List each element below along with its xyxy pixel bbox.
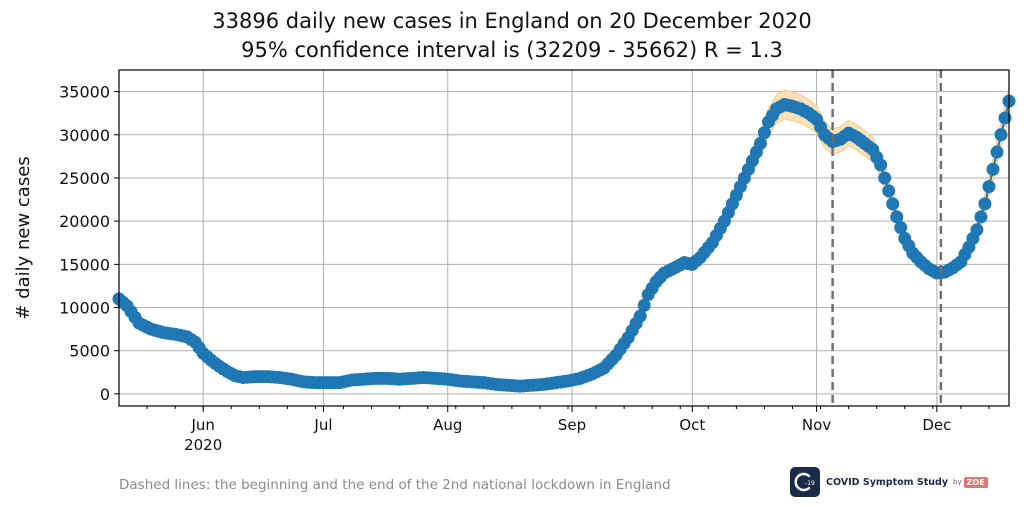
y-tick-label: 30000 bbox=[59, 126, 110, 145]
x-tick-label: Nov bbox=[802, 416, 831, 434]
axes: 0 5000 10000 15000 20000 25000 30000 35000 Jun 20… bbox=[13, 69, 1010, 454]
data-point bbox=[894, 221, 908, 235]
brand-name: COVID Symptom Study bbox=[826, 476, 949, 488]
data-point bbox=[974, 210, 988, 224]
data-points bbox=[112, 94, 1016, 393]
data-point bbox=[998, 111, 1012, 125]
brand-logo: -19 COVID Symptom Study by ZOE bbox=[790, 467, 988, 497]
plot-frame bbox=[118, 69, 1010, 407]
data-point bbox=[757, 126, 771, 140]
data-point bbox=[753, 136, 767, 150]
y-tick-label: 10000 bbox=[59, 299, 110, 318]
y-tick-label: 20000 bbox=[59, 212, 110, 231]
covid-logo-icon: -19 bbox=[790, 467, 820, 497]
data-point bbox=[637, 298, 651, 312]
data-point bbox=[994, 128, 1008, 142]
data-point bbox=[882, 184, 896, 198]
x-tick-label: Jun bbox=[190, 416, 214, 434]
x-tick-label: Dec bbox=[922, 416, 951, 434]
brand-zoe: ZOE bbox=[963, 476, 988, 488]
x-tick-label: Sep bbox=[558, 416, 586, 434]
x-tick-label: Jul bbox=[313, 416, 332, 434]
confidence-interval-band bbox=[118, 86, 1010, 387]
x-tick-label: Aug bbox=[433, 416, 462, 434]
gridlines bbox=[119, 70, 1009, 406]
data-point bbox=[982, 180, 996, 194]
y-tick-label: 25000 bbox=[59, 169, 110, 188]
footnote: Dashed lines: the beginning and the end … bbox=[119, 477, 671, 493]
brand-by: by bbox=[953, 478, 962, 486]
svg-text:-19: -19 bbox=[805, 480, 815, 487]
x-tick-label: Oct bbox=[679, 416, 705, 434]
data-point bbox=[878, 171, 892, 185]
chart-title-line1: 33896 daily new cases in England on 20 D… bbox=[212, 9, 812, 33]
y-tick-label: 35000 bbox=[59, 83, 110, 102]
chart-title-line2: 95% confidence interval is (32209 - 3566… bbox=[241, 38, 783, 62]
y-axis-label: # daily new cases bbox=[13, 156, 34, 319]
y-tick-label: 0 bbox=[100, 385, 110, 404]
x-tick-sublabel: 2020 bbox=[184, 436, 222, 454]
data-point bbox=[890, 210, 904, 224]
data-point bbox=[874, 158, 888, 172]
y-tick-label: 5000 bbox=[69, 342, 110, 361]
data-point bbox=[633, 309, 647, 323]
lockdown-lines bbox=[831, 70, 943, 406]
data-point bbox=[886, 197, 900, 211]
data-point bbox=[986, 162, 1000, 176]
data-point bbox=[978, 197, 992, 211]
data-point bbox=[970, 223, 984, 237]
confidence-band bbox=[118, 86, 1010, 387]
data-point bbox=[990, 145, 1004, 159]
y-tick-label: 15000 bbox=[59, 255, 110, 274]
